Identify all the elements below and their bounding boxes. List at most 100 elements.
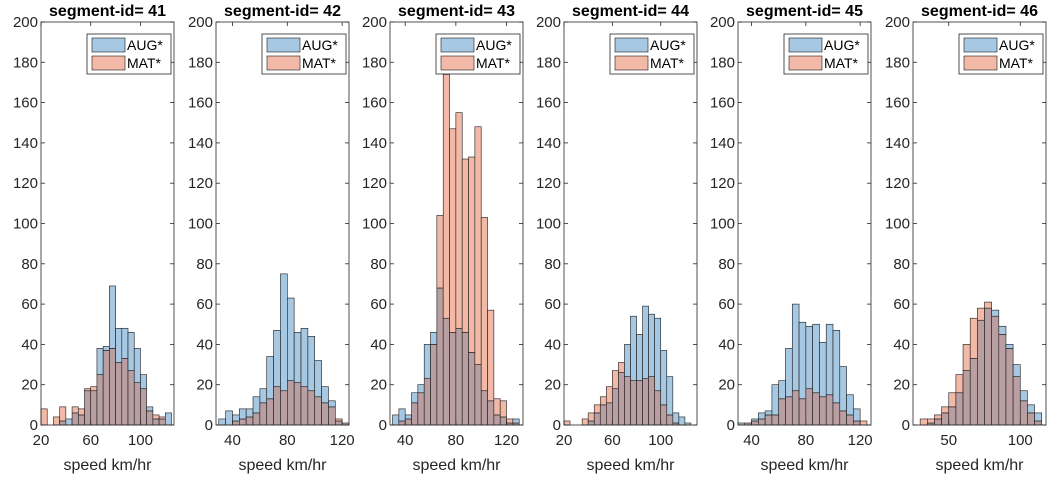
- bar-aug: [678, 416, 686, 426]
- bar-aug: [252, 396, 261, 414]
- y-tick-label: 120: [885, 175, 910, 192]
- bar-aug: [140, 374, 147, 390]
- bar-overlap: [791, 390, 800, 426]
- legend-label: AUG*: [476, 37, 512, 53]
- bar-aug: [121, 327, 129, 359]
- y-tick-label: 160: [536, 95, 561, 112]
- x-tick-label: 60: [82, 432, 99, 449]
- y-tick-label: 40: [893, 336, 910, 353]
- bar-overlap: [442, 317, 450, 426]
- bar-aug: [798, 321, 807, 400]
- y-tick-label: 160: [188, 95, 213, 112]
- bar-overlap: [127, 370, 135, 426]
- bar-mat: [919, 418, 928, 426]
- bar-overlap: [461, 332, 469, 426]
- bar-overlap: [102, 350, 110, 426]
- bar-overlap: [839, 410, 847, 426]
- y-tick-label: 0: [379, 417, 387, 434]
- bar-aug: [846, 394, 854, 416]
- bar-overlap: [334, 420, 343, 426]
- y-tick-label: 200: [536, 14, 561, 31]
- x-axis-label: speed km/hr: [63, 457, 152, 474]
- chart-panel-5: 0 20 40 60 80 100 120 140 160 180 200 40 80 120 segmen…: [710, 3, 873, 474]
- bar-overlap: [59, 420, 67, 426]
- y-tick-label: 20: [718, 377, 735, 394]
- bar-mat: [934, 414, 942, 420]
- bar-overlap: [853, 420, 861, 426]
- bar-aug: [259, 388, 268, 404]
- y-tick-label: 80: [370, 256, 387, 273]
- bar-mat: [599, 396, 607, 406]
- bar-aug: [636, 334, 643, 381]
- legend-swatch: [440, 37, 475, 53]
- y-tick-label: 20: [544, 377, 561, 394]
- y-tick-label: 200: [885, 14, 910, 31]
- bar-mat: [480, 217, 488, 392]
- bar-overlap: [474, 364, 482, 426]
- bar-overlap: [612, 388, 619, 426]
- bar-mat: [436, 215, 444, 289]
- bar-aug: [785, 348, 793, 398]
- bar-overlap: [96, 374, 104, 426]
- bar-overlap: [984, 307, 992, 426]
- legend-label: MAT*: [302, 55, 337, 71]
- y-tick-label: 60: [370, 296, 387, 313]
- bar-mat: [334, 418, 343, 422]
- bar-overlap: [593, 412, 601, 426]
- bar-mat: [468, 156, 476, 353]
- bar-mat: [59, 406, 67, 422]
- bar-overlap: [636, 380, 643, 426]
- bar-overlap: [71, 412, 79, 426]
- y-tick-label: 0: [205, 417, 213, 434]
- bar-overlap: [642, 378, 649, 426]
- y-tick-label: 40: [196, 336, 213, 353]
- chart-panel-6: 0 20 40 60 80 100 120 140 160 180 200 50 100 segment-…: [885, 3, 1047, 474]
- bar-overlap: [259, 402, 268, 426]
- legend-swatch: [963, 37, 998, 53]
- bar-overlap: [998, 334, 1007, 426]
- bar-overlap: [812, 392, 820, 426]
- bar-aug: [146, 406, 154, 412]
- bar-aug: [1027, 404, 1035, 414]
- bar-overlap: [158, 418, 166, 426]
- bar-overlap: [805, 388, 813, 426]
- legend-label: MAT*: [476, 55, 511, 71]
- x-tick-label: 80: [448, 432, 465, 449]
- bar-aug: [286, 297, 295, 381]
- bar-aug: [1012, 364, 1021, 377]
- y-tick-label: 80: [893, 256, 910, 273]
- bar-overlap: [778, 398, 786, 426]
- bar-overlap: [280, 390, 288, 426]
- bar-overlap: [286, 380, 295, 426]
- bar-aug: [127, 332, 135, 371]
- y-tick-label: 200: [362, 14, 387, 31]
- bar-overlap: [962, 370, 971, 426]
- y-tick-label: 40: [544, 336, 561, 353]
- x-axis-label: speed km/hr: [412, 457, 501, 474]
- bar-aug: [398, 408, 406, 422]
- y-tick-label: 140: [362, 135, 387, 152]
- bar-overlap: [666, 414, 674, 426]
- legend-swatch: [91, 37, 126, 53]
- bar-overlap: [140, 388, 147, 426]
- x-axis-label: speed km/hr: [760, 457, 849, 474]
- bar-mat: [859, 420, 868, 426]
- bar-overlap: [771, 414, 780, 426]
- chart-panel-2: 0 20 40 60 80 100 120 140 160 180 200 40 80 120 segmen…: [188, 3, 355, 474]
- y-tick-label: 40: [370, 336, 387, 353]
- bar-mat: [474, 126, 482, 365]
- y-tick-label: 60: [893, 296, 910, 313]
- x-tick-label: 80: [798, 432, 815, 449]
- bar-overlap: [819, 396, 827, 426]
- bar-aug: [102, 346, 110, 351]
- bar-overlap: [152, 418, 160, 426]
- bar-mat: [612, 370, 619, 390]
- bar-overlap: [232, 420, 240, 426]
- bar-aug: [109, 285, 116, 349]
- legend-label: MAT*: [650, 55, 685, 71]
- y-tick-label: 20: [893, 377, 910, 394]
- y-tick-label: 180: [13, 54, 38, 71]
- bar-aug: [1034, 412, 1043, 422]
- chart-title: segment-id= 43: [398, 3, 515, 20]
